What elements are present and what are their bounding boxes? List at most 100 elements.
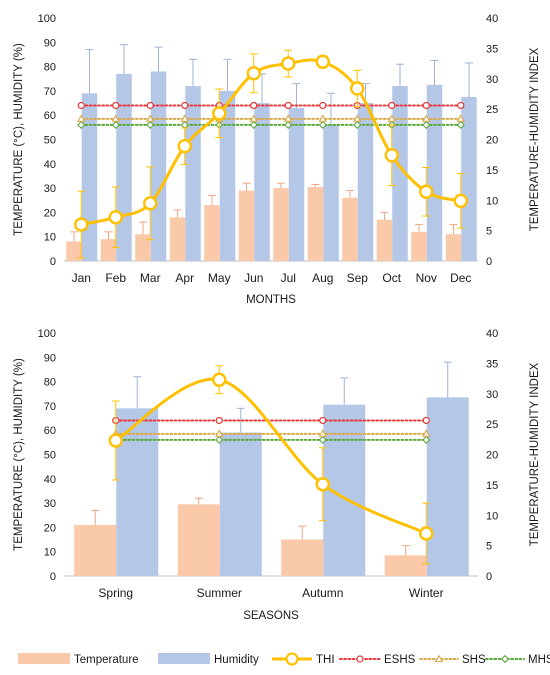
humidity-bar [426, 397, 469, 576]
y2-tick-label: 35 [486, 43, 498, 55]
temperature-bar [307, 186, 324, 261]
temperature-bar [238, 190, 255, 261]
shs-marker [215, 429, 224, 437]
y-tick-label: 70 [44, 401, 56, 413]
temperature-bar [74, 524, 117, 576]
eshs-marker [422, 101, 430, 110]
temperature-bar [445, 234, 462, 261]
y-tick-label: 40 [44, 474, 56, 486]
thi-point [212, 106, 227, 121]
mhs-marker [146, 120, 155, 129]
legend-shs-label: SHS [462, 654, 486, 666]
thi-point [74, 217, 89, 232]
mhs-marker [422, 120, 431, 129]
thi-point [315, 477, 330, 492]
shs-marker [318, 429, 327, 437]
shs-marker [146, 114, 155, 122]
humidity-bar [288, 107, 305, 261]
eshs-marker [77, 101, 85, 110]
mhs-marker [284, 120, 293, 129]
x-tick-label: Jul [281, 271, 296, 285]
legend-temperature-label: Temperature [74, 654, 139, 666]
chart-2: 0 10 20 30 40 50 60 70 80 90 100 0 5 10 15 20 25 30 35 40 TE… [13, 328, 541, 622]
eshs-marker [457, 101, 465, 110]
mhs-marker [456, 120, 465, 129]
x-tick-label: Jan [72, 271, 91, 285]
temperature-bar [204, 205, 220, 261]
humidity-bar [219, 90, 236, 262]
humidity-bar [357, 103, 374, 261]
shs-marker [77, 114, 86, 122]
legend-temperature: Temperature [18, 653, 139, 666]
y2-tick-label: 35 [486, 358, 498, 370]
y2-tick-label: 15 [486, 165, 498, 177]
y2-tick-label: 5 [486, 541, 492, 553]
eshs-marker [112, 101, 120, 110]
legend-thi: THI [272, 652, 335, 666]
y2-tick-label: 30 [486, 74, 498, 86]
shs-marker [387, 114, 396, 122]
thi-point [143, 196, 158, 211]
temperature-bar [281, 539, 324, 576]
y-tick-label: 10 [44, 547, 56, 559]
shs-marker [318, 114, 327, 122]
x-tick-label: Aug [312, 271, 333, 285]
y2-tick-label: 15 [486, 480, 498, 492]
thi-line [114, 377, 427, 535]
y-tick-label: 0 [50, 256, 56, 268]
thi-point [419, 526, 434, 541]
y-tick-label: 80 [44, 62, 56, 74]
y-tick-label: 40 [44, 159, 56, 171]
y-tick-label: 20 [44, 207, 56, 219]
y-tick-label: 0 [50, 571, 56, 583]
thi-point [350, 81, 365, 96]
y-tick-label: 60 [44, 425, 56, 437]
legend-shs: SHS [419, 654, 486, 666]
x-axis-title: SEASONS [243, 610, 299, 622]
x-axis-title: MONTHS [246, 294, 296, 306]
humidity-bar [185, 86, 201, 261]
y2-tick-label: 5 [486, 226, 492, 238]
shs-marker [249, 114, 258, 122]
y-tick-label: 80 [44, 377, 56, 389]
y-tick-label: 50 [44, 450, 56, 462]
y-tick-label: 90 [44, 37, 56, 49]
eshs-marker [146, 101, 154, 110]
temperature-bar [66, 241, 82, 261]
thi-point [246, 66, 261, 81]
temperature-bar [135, 234, 151, 261]
thi-point [212, 372, 227, 387]
legend-humidity: Humidity [158, 653, 259, 666]
x-tick-label: Feb [105, 271, 126, 285]
y2-tick-label: 40 [486, 13, 498, 25]
thi-point [453, 193, 468, 209]
y-tick-label: 90 [44, 352, 56, 364]
x-tick-label: Apr [175, 271, 194, 285]
thi-point [177, 138, 192, 154]
humidity-bar [150, 71, 167, 262]
legend: Temperature Humidity THI ESHS SHS MHS [18, 652, 550, 666]
x-tick-label: Autumn [302, 586, 343, 600]
temperature-bar [411, 231, 427, 261]
y-tick-label: 30 [44, 498, 56, 510]
humidity-bar [219, 432, 262, 576]
shs-marker [180, 114, 189, 122]
y-tick-label: 100 [38, 13, 56, 25]
eshs-marker [284, 101, 292, 110]
temperature-bar [376, 219, 393, 261]
legend-thi-marker [285, 652, 299, 666]
mhs-marker [249, 120, 258, 129]
x-tick-label: Dec [450, 271, 471, 285]
y2-tick-label: 25 [486, 104, 498, 116]
y2-tick-label: 40 [486, 328, 498, 340]
y-tick-label: 60 [44, 110, 56, 122]
mhs-marker [77, 120, 86, 129]
y-tick-label: 70 [44, 86, 56, 98]
legend-mhs: MHS [485, 654, 550, 666]
x-tick-label: Jun [244, 271, 263, 285]
y2-tick-label: 30 [486, 389, 498, 401]
y-tick-label: 20 [44, 522, 56, 534]
humidity-bar [323, 124, 339, 261]
mhs-marker [215, 435, 224, 444]
